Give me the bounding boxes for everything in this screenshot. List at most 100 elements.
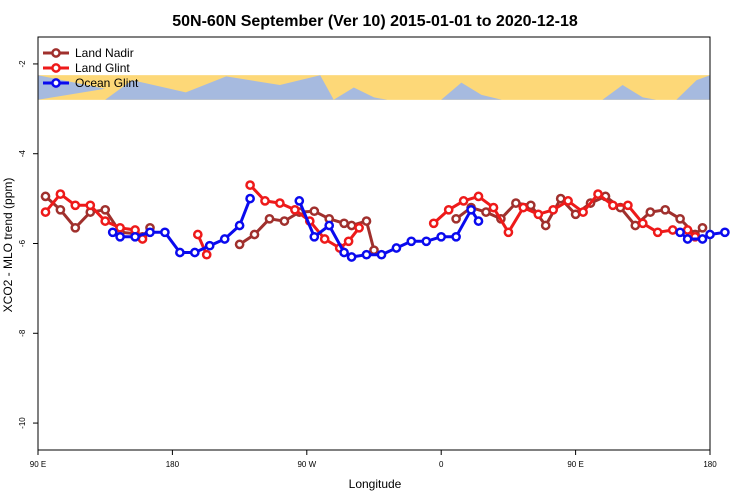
land-glint-point: [458, 196, 469, 206]
ocean-glint-point: [234, 220, 245, 231]
legend-swatch-marker: [51, 63, 61, 73]
land-glint-point: [115, 222, 125, 233]
land-glint-point: [319, 234, 330, 244]
ocean-glint-point: [115, 231, 125, 242]
ocean-glint-point: [376, 249, 387, 260]
land-nadir-point: [264, 213, 275, 224]
ocean-glint-point: [339, 247, 349, 258]
ocean-glint-point: [451, 231, 461, 242]
land-glint-series: [40, 180, 700, 260]
legend-swatch-marker: [51, 48, 61, 58]
land-glint-point: [533, 209, 544, 220]
y-tick-label: -8: [18, 329, 27, 337]
land-nadir-point: [511, 198, 521, 208]
ocean-glint-point: [391, 243, 402, 253]
y-tick-label: -2: [18, 60, 27, 68]
land-glint-point: [428, 218, 439, 229]
land-glint-point: [100, 216, 111, 226]
land-glint-point: [593, 189, 603, 199]
ocean-glint-point: [682, 234, 693, 244]
ocean-glint-point: [219, 234, 230, 244]
world-map-band: [38, 75, 710, 100]
y-tick-label: -10: [18, 417, 27, 429]
land-glint-point: [608, 200, 618, 211]
land-glint-point: [503, 227, 514, 238]
legend-label-land-glint: Land Glint: [75, 61, 130, 75]
land-glint-point: [443, 204, 454, 215]
chart-title: 50N-60N September (Ver 10) 2015-01-01 to…: [172, 13, 578, 30]
land-nadir-point: [675, 213, 685, 224]
land-nadir-point: [234, 239, 245, 250]
land-glint-point: [488, 202, 499, 213]
map-ocean-shape: [441, 82, 502, 100]
land-nadir-point: [481, 207, 491, 217]
axes: 90 E 180 90 W 0 90 E 180 -2 -4 -6 -8 -10: [18, 60, 717, 469]
ocean-glint-point: [705, 229, 715, 240]
ocean-glint-point: [406, 236, 417, 247]
land-glint-point: [343, 236, 354, 247]
map-ocean-shape: [105, 75, 334, 100]
land-nadir-point: [570, 209, 581, 220]
land-glint-point: [55, 189, 66, 199]
land-nadir-point: [630, 220, 641, 231]
ocean-glint-point: [145, 227, 155, 238]
ocean-glint-point: [309, 231, 320, 242]
land-nadir-point: [660, 204, 671, 215]
land-nadir-point: [369, 245, 379, 256]
land-nadir-point: [645, 207, 656, 217]
ocean-glint-point: [204, 240, 215, 251]
ocean-glint-point: [675, 227, 685, 238]
y-tick-label: -4: [18, 150, 27, 158]
ocean-glint-point: [697, 234, 708, 244]
ocean-glint-point: [245, 193, 255, 204]
ocean-glint-point: [107, 227, 118, 238]
land-nadir-point: [525, 200, 536, 211]
ocean-glint-series: [107, 193, 730, 262]
land-glint-point: [85, 200, 96, 211]
ocean-glint-point: [346, 252, 357, 262]
ocean-glint-point: [720, 227, 730, 238]
land-nadir-point: [346, 220, 357, 231]
ocean-glint-point: [294, 196, 305, 206]
series-layer: [40, 180, 730, 262]
legend-swatch-marker: [51, 78, 61, 88]
x-tick-label: 90 W: [297, 460, 316, 469]
ocean-glint-point: [189, 247, 200, 258]
x-axis-label: Longitude: [349, 477, 402, 491]
y-axis-label: XCO2 - MLO trend (ppm): [1, 178, 15, 313]
land-glint-point: [518, 202, 529, 213]
land-glint-point: [548, 204, 559, 215]
ocean-glint-point: [324, 220, 335, 231]
map-ocean-shape: [333, 87, 388, 100]
land-nadir-point: [555, 193, 566, 204]
land-nadir-point: [100, 204, 111, 215]
x-tick-label: 180: [703, 460, 717, 469]
land-nadir-point: [540, 220, 551, 231]
land-glint-point: [275, 198, 285, 208]
land-glint-point: [245, 180, 255, 190]
land-glint-point: [192, 229, 203, 240]
land-glint-point: [682, 225, 693, 235]
land-nadir-point: [40, 191, 51, 202]
map-ocean-shape: [676, 75, 710, 100]
land-glint-point: [290, 204, 300, 215]
land-glint-point: [70, 200, 81, 211]
ocean-glint-point: [466, 204, 476, 215]
land-glint-point: [578, 207, 588, 217]
legend-label-ocean-glint: Ocean Glint: [75, 76, 139, 90]
land-nadir-point: [697, 222, 708, 233]
land-glint-point: [652, 227, 663, 238]
land-glint-point: [563, 196, 573, 206]
x-tick-label: 0: [439, 460, 444, 469]
map-ocean-shape: [602, 85, 657, 100]
land-glint-point: [623, 200, 633, 211]
land-glint-point: [473, 191, 484, 202]
x-tick-label: 180: [166, 460, 180, 469]
land-nadir-point: [70, 222, 81, 233]
land-nadir-point: [279, 216, 290, 226]
ocean-glint-point: [175, 247, 185, 258]
land-nadir-point: [249, 229, 260, 240]
land-glint-point: [637, 218, 648, 229]
